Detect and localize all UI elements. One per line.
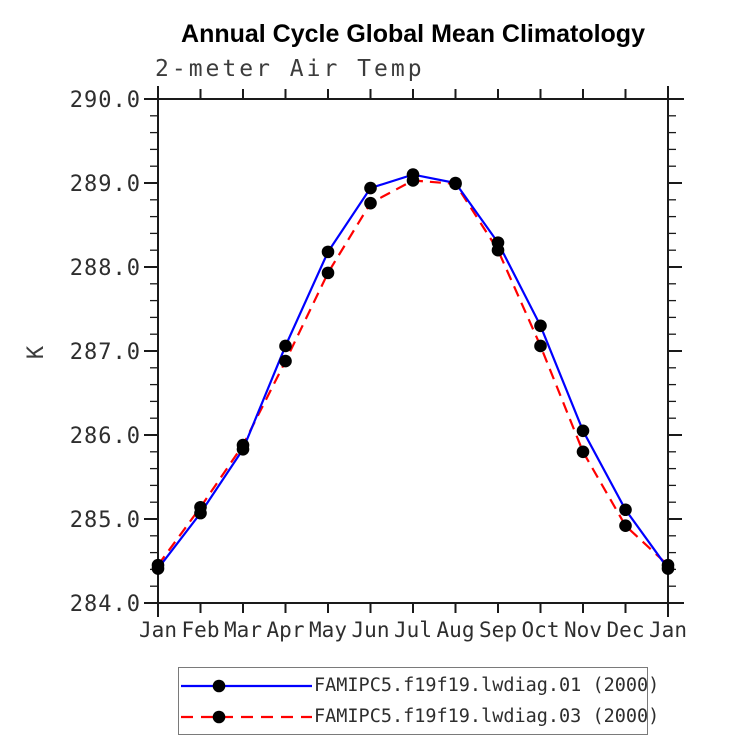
svg-text:Oct: Oct	[522, 618, 560, 642]
svg-text:284.0: 284.0	[70, 592, 141, 617]
legend-label: FAMIPC5.f19f19.lwdiag.01 (2000)	[314, 675, 660, 696]
svg-text:Mar: Mar	[224, 618, 262, 642]
svg-text:Jan: Jan	[649, 618, 687, 642]
svg-text:290.0: 290.0	[70, 88, 141, 113]
legend-item: FAMIPC5.f19f19.lwdiag.03 (2000)	[179, 702, 659, 731]
svg-text:Jun: Jun	[352, 618, 390, 642]
svg-text:May: May	[309, 618, 347, 642]
svg-text:Dec: Dec	[607, 618, 645, 642]
svg-text:Feb: Feb	[182, 618, 220, 642]
legend-label: FAMIPC5.f19f19.lwdiag.03 (2000)	[314, 706, 660, 727]
svg-text:287.0: 287.0	[70, 340, 141, 365]
legend-line-dashed-icon	[181, 710, 312, 723]
svg-text:288.0: 288.0	[70, 256, 141, 281]
svg-text:Apr: Apr	[267, 618, 305, 642]
svg-text:289.0: 289.0	[70, 172, 141, 197]
svg-text:286.0: 286.0	[70, 424, 141, 449]
chart-title: Annual Cycle Global Mean Climatology	[181, 20, 645, 48]
svg-text:Jan: Jan	[139, 618, 177, 642]
svg-text:285.0: 285.0	[70, 508, 141, 533]
svg-text:Jul: Jul	[394, 618, 432, 642]
svg-text:Sep: Sep	[479, 618, 517, 642]
legend: FAMIPC5.f19f19.lwdiag.01 (2000) FAMIPC5.…	[178, 667, 659, 735]
legend-line-solid-icon	[181, 679, 312, 692]
svg-text:Aug: Aug	[437, 618, 475, 642]
chart-subtitle: 2-meter Air Temp	[155, 56, 425, 82]
legend-item: FAMIPC5.f19f19.lwdiag.01 (2000)	[179, 671, 659, 700]
svg-text:Nov: Nov	[564, 618, 602, 642]
